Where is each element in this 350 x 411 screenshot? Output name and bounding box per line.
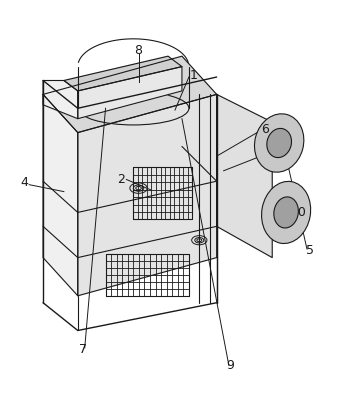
Ellipse shape [267,128,292,157]
Polygon shape [43,81,78,119]
Polygon shape [78,67,182,119]
Text: 10: 10 [290,206,306,219]
Ellipse shape [274,197,299,228]
Text: 5: 5 [306,244,314,257]
Text: 9: 9 [226,359,234,372]
Text: 7: 7 [79,343,87,356]
Ellipse shape [254,114,304,172]
Polygon shape [64,56,182,91]
Text: 8: 8 [134,44,142,58]
Text: 3: 3 [273,145,281,158]
Polygon shape [217,95,272,258]
Polygon shape [43,56,217,133]
Polygon shape [78,95,217,296]
Polygon shape [43,95,78,296]
Ellipse shape [261,181,311,243]
Text: 4: 4 [20,176,28,189]
Text: 1: 1 [190,69,198,82]
Text: 2: 2 [117,173,125,186]
Text: 6: 6 [261,123,269,136]
